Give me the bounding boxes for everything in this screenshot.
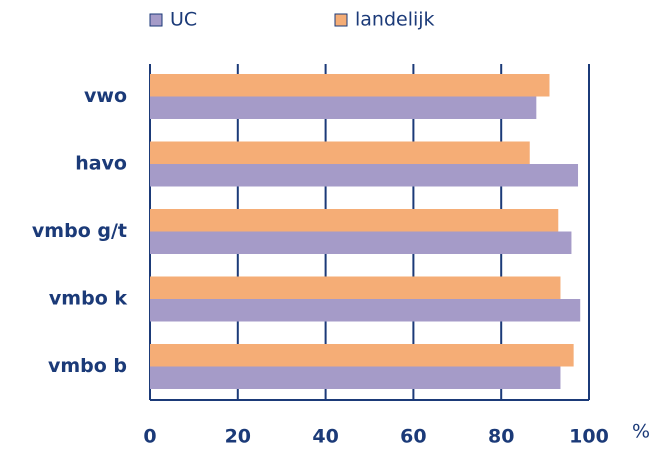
bar bbox=[150, 164, 579, 187]
bar bbox=[150, 231, 572, 254]
x-tick-label: 60 bbox=[400, 426, 426, 448]
y-tick-label: vmbo g/t bbox=[32, 220, 127, 242]
x-tick-label: 20 bbox=[225, 426, 251, 448]
bar bbox=[150, 299, 581, 322]
y-tick-label: vmbo k bbox=[49, 288, 127, 310]
x-unit: % bbox=[632, 421, 650, 443]
legend-label: UC bbox=[170, 9, 197, 31]
x-tick-label: 80 bbox=[488, 426, 514, 448]
x-tick-label: 40 bbox=[312, 426, 338, 448]
bar bbox=[150, 96, 537, 119]
bar bbox=[150, 74, 550, 97]
bar bbox=[150, 209, 559, 232]
bar bbox=[150, 141, 530, 164]
bar bbox=[150, 366, 561, 389]
x-tick-label: 100 bbox=[569, 426, 609, 448]
y-tick-label: vwo bbox=[84, 85, 127, 107]
legend-label: landelijk bbox=[355, 9, 435, 31]
legend-swatch bbox=[149, 13, 163, 27]
bar bbox=[150, 344, 574, 367]
x-tick-label: 0 bbox=[143, 426, 156, 448]
legend-swatch bbox=[334, 13, 348, 27]
y-tick-label: havo bbox=[75, 153, 127, 175]
y-tick-label: vmbo b bbox=[48, 355, 127, 377]
bar bbox=[150, 276, 561, 299]
